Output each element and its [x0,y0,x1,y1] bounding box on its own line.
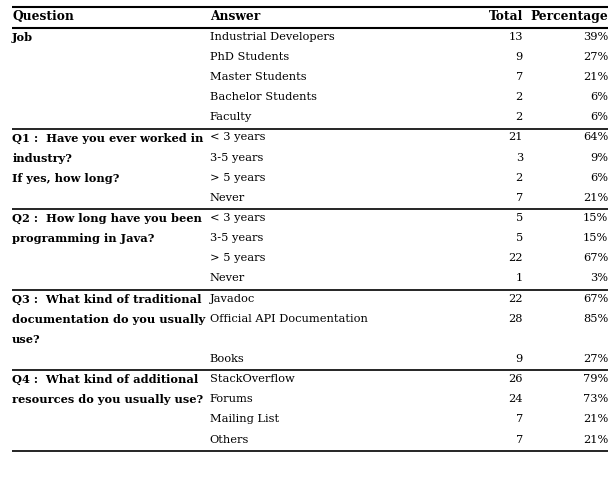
Text: 21%: 21% [582,72,608,82]
Text: Percentage: Percentage [530,10,608,23]
Text: 6%: 6% [590,173,608,183]
Text: 7: 7 [516,193,523,203]
Text: Faculty: Faculty [210,112,252,122]
Text: > 5 years: > 5 years [210,173,265,183]
Text: 21: 21 [508,132,523,143]
Text: 64%: 64% [582,132,608,143]
Text: < 3 years: < 3 years [210,132,265,143]
Text: 1: 1 [516,273,523,283]
Text: 2: 2 [516,92,523,102]
Text: 67%: 67% [582,294,608,303]
Text: 2: 2 [516,173,523,183]
Text: 15%: 15% [582,233,608,243]
Text: If yes, how long?: If yes, how long? [12,173,120,184]
Text: 5: 5 [516,213,523,223]
Text: 67%: 67% [582,253,608,263]
Text: Master Students: Master Students [210,72,306,82]
Text: resources do you usually use?: resources do you usually use? [12,394,203,405]
Text: 28: 28 [508,314,523,324]
Text: 3-5 years: 3-5 years [210,152,263,163]
Text: 13: 13 [508,32,523,42]
Text: 27%: 27% [582,52,608,62]
Text: Answer: Answer [210,10,260,23]
Text: 9%: 9% [590,152,608,163]
Text: Total: Total [488,10,523,23]
Text: use?: use? [12,334,41,345]
Text: Q2 :  How long have you been: Q2 : How long have you been [12,213,202,224]
Text: programming in Java?: programming in Java? [12,233,154,244]
Text: Industrial Developers: Industrial Developers [210,32,334,42]
Text: 21%: 21% [582,414,608,424]
Text: 6%: 6% [590,112,608,122]
Text: Q3 :  What kind of traditional: Q3 : What kind of traditional [12,294,202,305]
Text: PhD Students: PhD Students [210,52,289,62]
Text: 3: 3 [516,152,523,163]
Text: 21%: 21% [582,434,608,445]
Text: 79%: 79% [582,374,608,384]
Text: Question: Question [12,10,74,23]
Text: documentation do you usually: documentation do you usually [12,314,206,325]
Text: 7: 7 [516,72,523,82]
Text: 3%: 3% [590,273,608,283]
Text: Javadoc: Javadoc [210,294,255,303]
Text: 9: 9 [516,52,523,62]
Text: Forums: Forums [210,394,254,404]
Text: 39%: 39% [582,32,608,42]
Text: Q4 :  What kind of additional: Q4 : What kind of additional [12,374,198,385]
Text: 3-5 years: 3-5 years [210,233,263,243]
Text: > 5 years: > 5 years [210,253,265,263]
Text: 15%: 15% [582,213,608,223]
Text: Books: Books [210,354,244,364]
Text: 7: 7 [516,414,523,424]
Text: 27%: 27% [582,354,608,364]
Text: 9: 9 [516,354,523,364]
Text: Job: Job [12,32,33,43]
Text: 22: 22 [508,294,523,303]
Text: Never: Never [210,273,245,283]
Text: Q1 :  Have you ever worked in: Q1 : Have you ever worked in [12,132,204,144]
Text: 26: 26 [508,374,523,384]
Text: 21%: 21% [582,193,608,203]
Text: 6%: 6% [590,92,608,102]
Text: Bachelor Students: Bachelor Students [210,92,317,102]
Text: Others: Others [210,434,249,445]
Text: 22: 22 [508,253,523,263]
Text: Official API Documentation: Official API Documentation [210,314,368,324]
Text: 5: 5 [516,233,523,243]
Text: 2: 2 [516,112,523,122]
Text: < 3 years: < 3 years [210,213,265,223]
Text: StackOverflow: StackOverflow [210,374,294,384]
Text: 73%: 73% [582,394,608,404]
Text: 85%: 85% [582,314,608,324]
Text: 7: 7 [516,434,523,445]
Text: 24: 24 [508,394,523,404]
Text: Mailing List: Mailing List [210,414,279,424]
Text: industry?: industry? [12,152,72,164]
Text: Never: Never [210,193,245,203]
